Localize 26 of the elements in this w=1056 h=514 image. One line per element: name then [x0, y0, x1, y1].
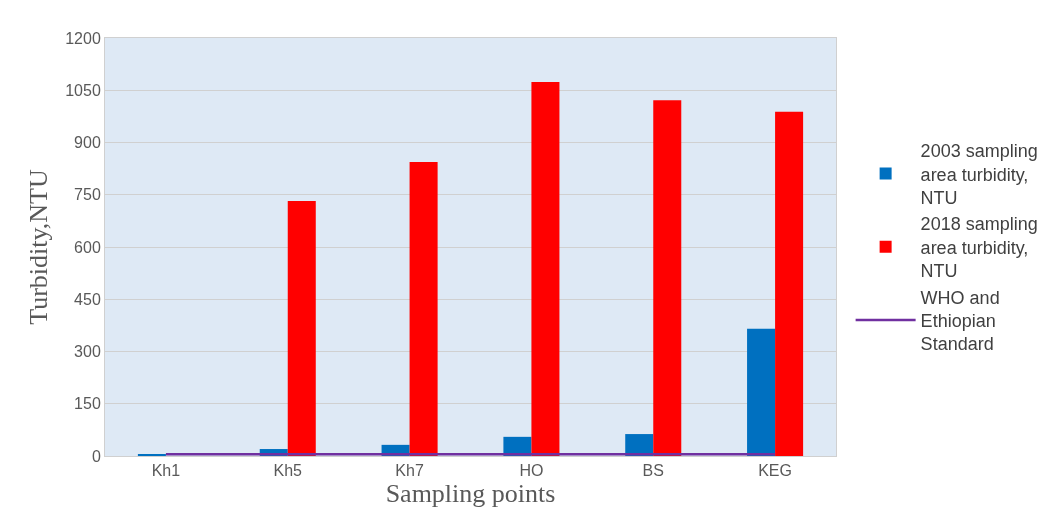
bar	[747, 328, 776, 456]
legend-label: 2018 sampling area turbidity, NTU	[920, 214, 1038, 282]
y-tick-label: 150	[74, 395, 101, 413]
y-tick-label: 750	[74, 186, 101, 204]
legend-label: 2003 sampling area turbidity, NTU	[920, 141, 1038, 209]
y-tick-label: 600	[74, 238, 101, 256]
bar	[409, 162, 438, 456]
y-tick-label: 0	[91, 447, 101, 465]
y-tick-label: 450	[74, 290, 101, 308]
bar	[287, 201, 316, 456]
y-tick-label: 300	[74, 343, 101, 361]
x-tick-label: Kh5	[273, 462, 303, 480]
bar	[653, 100, 682, 456]
x-tick-label: HO	[519, 462, 544, 480]
bar	[775, 111, 804, 456]
legend-label: WHO and Ethiopian Standard	[920, 287, 1000, 355]
x-tick-label: BS	[642, 462, 664, 480]
y-axis-title: Turbidity,NTU	[23, 169, 53, 325]
y-tick-label: 900	[74, 134, 101, 152]
x-tick-label: Kh7	[395, 462, 424, 480]
x-axis-title: Sampling points	[385, 479, 556, 509]
y-tick-label: 1200	[65, 29, 101, 47]
y-tick-label: 1050	[65, 81, 101, 99]
bar	[531, 81, 560, 456]
x-tick-label: Kh1	[151, 462, 181, 480]
x-tick-label: KEG	[758, 462, 792, 480]
